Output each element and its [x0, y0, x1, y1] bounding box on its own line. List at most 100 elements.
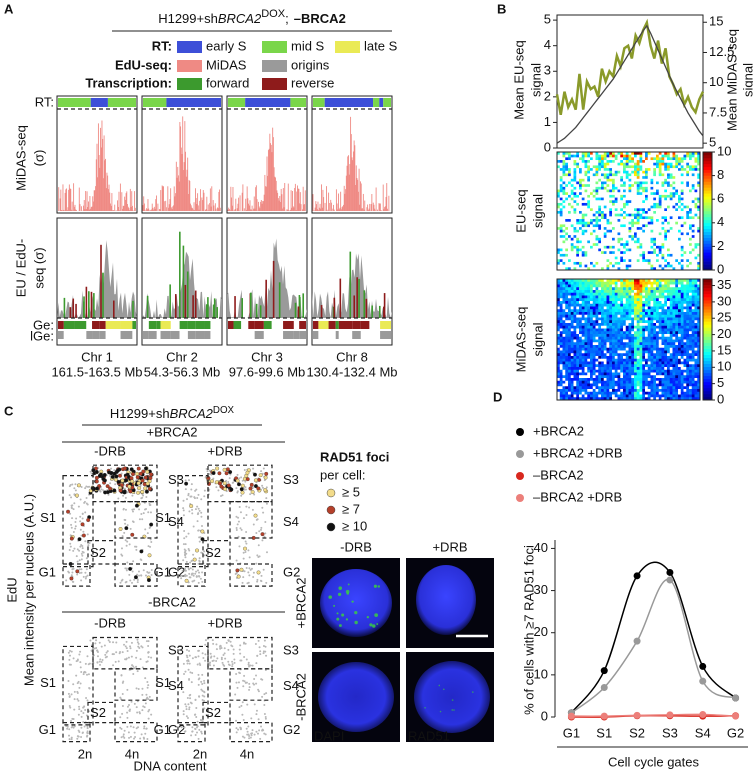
heatmap-cell: [595, 292, 599, 296]
heatmap-cell: [689, 312, 693, 316]
heatmap-cell: [628, 176, 632, 180]
heatmap-cell: [691, 219, 695, 223]
heatmap-cell: [570, 290, 574, 294]
heatmap-cell: [680, 358, 684, 362]
heatmap-cell: [576, 298, 580, 302]
heatmap-cell: [675, 200, 679, 204]
heatmap-cell: [623, 184, 627, 188]
heatmap-cell: [636, 256, 640, 260]
heatmap-cell: [672, 367, 676, 371]
y2-label: Mean MiDAS-seq: [724, 29, 739, 131]
track-box: [311, 95, 393, 214]
colorbar-cell: [703, 211, 712, 215]
heatmap-cell: [650, 248, 654, 252]
heatmap-cell: [573, 240, 577, 244]
heatmap-cell: [606, 162, 610, 166]
heatmap-cell: [584, 208, 588, 212]
heatmap-cell: [639, 309, 643, 313]
heatmap-cell: [628, 309, 632, 313]
heatmap-cell: [656, 232, 660, 236]
heatmap-cell: [623, 253, 627, 257]
heatmap-cell: [587, 281, 591, 285]
heatmap-cell: [650, 240, 654, 244]
heatmap-cell: [584, 181, 588, 185]
heatmap-cell: [557, 186, 561, 190]
heatmap-cell: [634, 301, 638, 305]
heatmap-cell: [612, 378, 616, 382]
heatmap-cell: [584, 325, 588, 329]
heatmap-cell: [606, 152, 610, 155]
heatmap-cell: [686, 342, 690, 346]
heatmap-cell: [557, 314, 561, 318]
heatmap-cell: [606, 284, 610, 288]
heatmap-cell: [634, 170, 638, 174]
heatmap-cell: [612, 200, 616, 204]
heatmap-cell: [686, 248, 690, 252]
heatmap-cell: [675, 298, 679, 302]
heatmap-cell: [592, 367, 596, 371]
transcription-signal: [179, 231, 181, 318]
heatmap-cell: [584, 306, 588, 310]
heatmap-cell: [609, 165, 613, 169]
heatmap-cell: [581, 372, 585, 376]
heatmap-cell: [694, 240, 698, 244]
heatmap-cell: [559, 186, 563, 190]
heatmap-cell: [565, 342, 569, 346]
heatmap-cell: [691, 303, 695, 307]
heatmap-cell: [598, 317, 602, 321]
heatmap-cell: [587, 334, 591, 338]
heatmap-cell: [562, 367, 566, 371]
heatmap-cell: [612, 317, 616, 321]
heatmap-cell: [568, 186, 572, 190]
heatmap-cell: [656, 237, 660, 241]
heatmap-cell: [559, 197, 563, 201]
heatmap-cell: [680, 256, 684, 260]
colorbar-cell: [703, 178, 712, 182]
heatmap-cell: [617, 224, 621, 228]
heatmap-cell: [587, 339, 591, 343]
heatmap-cell: [573, 361, 577, 365]
heatmap-cell: [650, 173, 654, 177]
heatmap-cell: [634, 295, 638, 299]
heatmap-cell: [650, 259, 654, 263]
heatmap-box: [556, 151, 701, 271]
heatmap-cell: [658, 178, 662, 182]
heatmap-cell: [647, 213, 651, 217]
heatmap-cell: [557, 306, 561, 310]
y2-tick-label: 10: [709, 74, 723, 89]
heatmap-cell: [667, 378, 671, 382]
heatmap-cell: [579, 227, 583, 231]
heatmap-cell: [686, 178, 690, 182]
heatmap-cell: [601, 292, 605, 296]
heatmap-cell: [592, 284, 596, 288]
heatmap-cell: [595, 334, 599, 338]
heatmap-cell: [590, 284, 594, 288]
heatmap-cell: [570, 361, 574, 365]
heatmap-cell: [625, 221, 629, 225]
heatmap-cell: [653, 290, 657, 294]
heatmap-cell: [625, 303, 629, 307]
heatmap-cell: [664, 216, 668, 220]
heatmap-cell: [691, 375, 695, 379]
heatmap-cell: [653, 284, 657, 288]
heatmap-cell: [694, 353, 698, 357]
heatmap-cell: [590, 253, 594, 257]
title-part: BRCA2: [218, 11, 262, 26]
heatmap-cell: [628, 229, 632, 233]
heatmap-cell: [595, 189, 599, 193]
heatmap-cell: [650, 224, 654, 228]
heatmap-cell: [647, 211, 651, 214]
heatmap-cell: [609, 361, 613, 365]
heatmap-cell: [639, 342, 643, 346]
heatmap-cell: [614, 292, 618, 296]
heatmap-cell: [658, 162, 662, 166]
heatmap-cell: [664, 312, 668, 316]
heatmap-cell: [650, 189, 654, 193]
heatmap-cell: [559, 353, 563, 357]
heatmap-cell: [617, 202, 621, 206]
heatmap-cell: [697, 356, 701, 360]
heatmap-cell: [625, 240, 629, 244]
heatmap-cell: [603, 292, 607, 296]
heatmap-cell: [675, 331, 679, 335]
heatmap-cell: [587, 369, 591, 373]
